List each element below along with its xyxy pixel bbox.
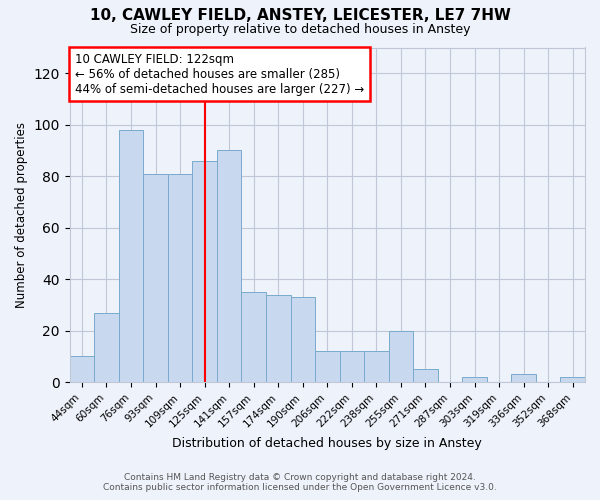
Bar — [143, 174, 168, 382]
Bar — [389, 330, 413, 382]
Bar — [340, 351, 364, 382]
Bar — [560, 377, 585, 382]
Bar — [217, 150, 241, 382]
Bar — [266, 294, 290, 382]
Bar — [315, 351, 340, 382]
Y-axis label: Number of detached properties: Number of detached properties — [15, 122, 28, 308]
Bar — [94, 312, 119, 382]
Bar — [193, 160, 217, 382]
Text: 10 CAWLEY FIELD: 122sqm
← 56% of detached houses are smaller (285)
44% of semi-d: 10 CAWLEY FIELD: 122sqm ← 56% of detache… — [75, 52, 364, 96]
Bar — [462, 377, 487, 382]
X-axis label: Distribution of detached houses by size in Anstey: Distribution of detached houses by size … — [172, 437, 482, 450]
Bar — [70, 356, 94, 382]
Bar — [511, 374, 536, 382]
Bar — [290, 297, 315, 382]
Bar — [168, 174, 193, 382]
Bar — [119, 130, 143, 382]
Bar — [241, 292, 266, 382]
Text: 10, CAWLEY FIELD, ANSTEY, LEICESTER, LE7 7HW: 10, CAWLEY FIELD, ANSTEY, LEICESTER, LE7… — [89, 8, 511, 22]
Text: Contains HM Land Registry data © Crown copyright and database right 2024.
Contai: Contains HM Land Registry data © Crown c… — [103, 473, 497, 492]
Bar — [364, 351, 389, 382]
Text: Size of property relative to detached houses in Anstey: Size of property relative to detached ho… — [130, 22, 470, 36]
Bar — [413, 369, 438, 382]
